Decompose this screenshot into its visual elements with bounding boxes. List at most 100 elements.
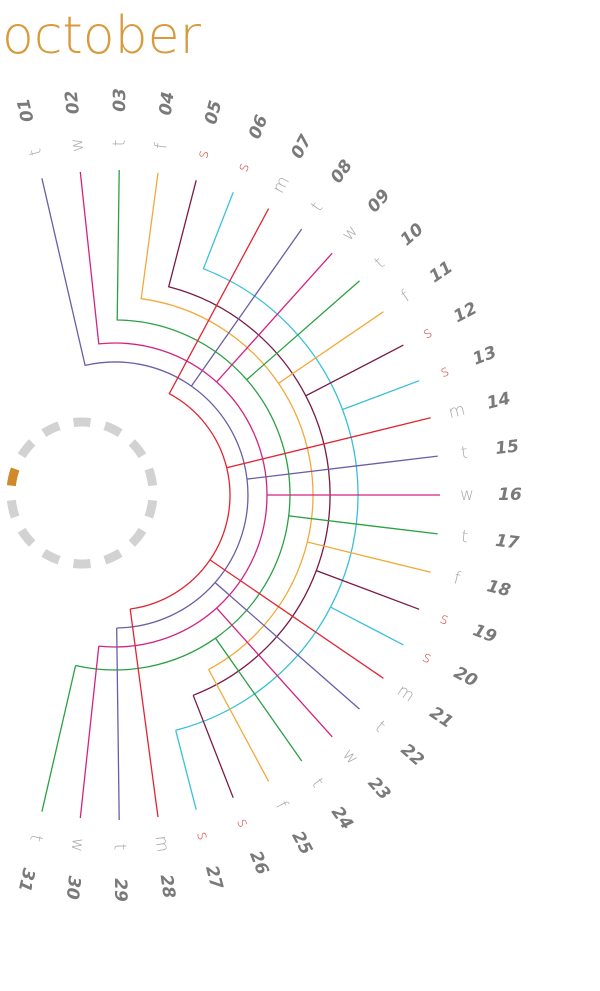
day-letter: w	[67, 137, 88, 153]
month-title: october	[2, 6, 202, 66]
day-connector	[75, 637, 303, 762]
day-connector	[98, 607, 333, 738]
day-number: 16	[498, 485, 522, 505]
week-indicator	[6, 417, 158, 569]
day-letter: t	[307, 198, 327, 215]
day-connector	[116, 169, 248, 381]
week-indicator-segment	[72, 559, 92, 569]
day-letter: f	[151, 142, 172, 151]
day-connector	[129, 608, 159, 818]
week-indicator-segment	[72, 417, 92, 427]
day-number: 14	[485, 389, 513, 414]
day-number: 24	[327, 803, 357, 834]
day-connector	[215, 252, 333, 496]
week-indicator-segment	[17, 527, 36, 547]
day-number: 09	[364, 186, 395, 217]
day-letter: t	[307, 775, 327, 792]
day-letter: m	[393, 681, 418, 707]
day-number: 25	[287, 828, 316, 858]
day-number: 08	[327, 156, 357, 187]
day-number: 28	[156, 873, 179, 899]
day-connector	[140, 172, 280, 384]
week-indicator-segment	[128, 527, 147, 547]
day-letter: t	[371, 253, 389, 272]
day-letter: w	[338, 221, 362, 245]
day-number: 06	[245, 112, 272, 141]
day-letter: s	[233, 160, 253, 174]
day-letter: t	[109, 140, 129, 147]
week-indicator-segment	[103, 548, 123, 565]
day-number: 15	[494, 436, 520, 459]
day-number: 13	[470, 342, 499, 369]
day-number: 20	[450, 663, 480, 692]
week-indicator-segment	[144, 499, 158, 519]
day-connector	[175, 730, 197, 810]
day-number: 19	[470, 620, 499, 647]
day-number: 07	[287, 132, 316, 162]
day-number: 26	[245, 848, 272, 877]
day-number: 23	[364, 773, 395, 804]
day-letter: f	[452, 568, 463, 589]
day-connector-lines	[41, 169, 440, 821]
day-letter: m	[446, 400, 467, 423]
day-connector	[330, 380, 420, 608]
day-letter: f	[271, 798, 291, 813]
day-number: 03	[110, 88, 130, 112]
week-indicator-segment	[6, 499, 20, 519]
day-number: 18	[485, 576, 513, 601]
day-letter: s	[193, 148, 212, 160]
day-letter: t	[460, 527, 469, 548]
week-indicator-active-segment	[6, 467, 20, 487]
day-letter: w	[338, 745, 362, 769]
day-connector	[208, 541, 431, 671]
day-number: 10	[397, 219, 428, 250]
week-indicator-segment	[41, 421, 61, 438]
day-number: 22	[397, 740, 428, 771]
day-letter: s	[420, 323, 435, 343]
day-connector	[190, 228, 303, 480]
day-connector	[277, 311, 384, 543]
day-number: 02	[62, 89, 84, 115]
day-letter: w	[67, 837, 88, 853]
day-letter: w	[460, 485, 474, 505]
day-letter: t	[460, 443, 469, 464]
day-letter: t	[371, 717, 389, 736]
day-connector	[214, 455, 438, 584]
day-letter: m	[151, 834, 173, 853]
day-connector	[116, 627, 120, 821]
day-connector	[116, 581, 360, 710]
week-indicator-segment	[17, 439, 36, 459]
day-number: 05	[201, 99, 226, 127]
day-number: 17	[494, 531, 520, 554]
day-number: 27	[201, 864, 226, 892]
day-connector	[245, 280, 360, 516]
day-connector	[79, 646, 100, 819]
day-connector	[202, 192, 344, 410]
week-indicator-segment	[41, 548, 61, 565]
day-number: 04	[156, 90, 179, 116]
day-connector	[192, 569, 420, 696]
day-connector	[41, 665, 77, 812]
day-number: 21	[426, 703, 457, 733]
day-letter: t	[109, 844, 129, 851]
day-letter: s	[420, 648, 435, 668]
day-connector	[215, 515, 438, 639]
day-letter: m	[269, 173, 294, 197]
day-connector	[168, 208, 270, 468]
day-connector	[167, 180, 307, 397]
day-letter: f	[398, 287, 414, 307]
day-connector	[192, 695, 234, 798]
day-letter: s	[233, 816, 253, 830]
day-connector	[209, 417, 431, 561]
day-letter: s	[438, 361, 452, 381]
week-indicator-segment	[128, 439, 147, 459]
day-connector	[208, 669, 270, 782]
week-indicator-segment	[144, 467, 158, 487]
day-number: 31	[14, 866, 39, 894]
day-number: 01	[14, 96, 39, 124]
day-number: 30	[62, 875, 84, 901]
day-connector	[79, 171, 218, 383]
day-letter: s	[438, 609, 452, 629]
week-indicator-segment	[103, 421, 123, 438]
